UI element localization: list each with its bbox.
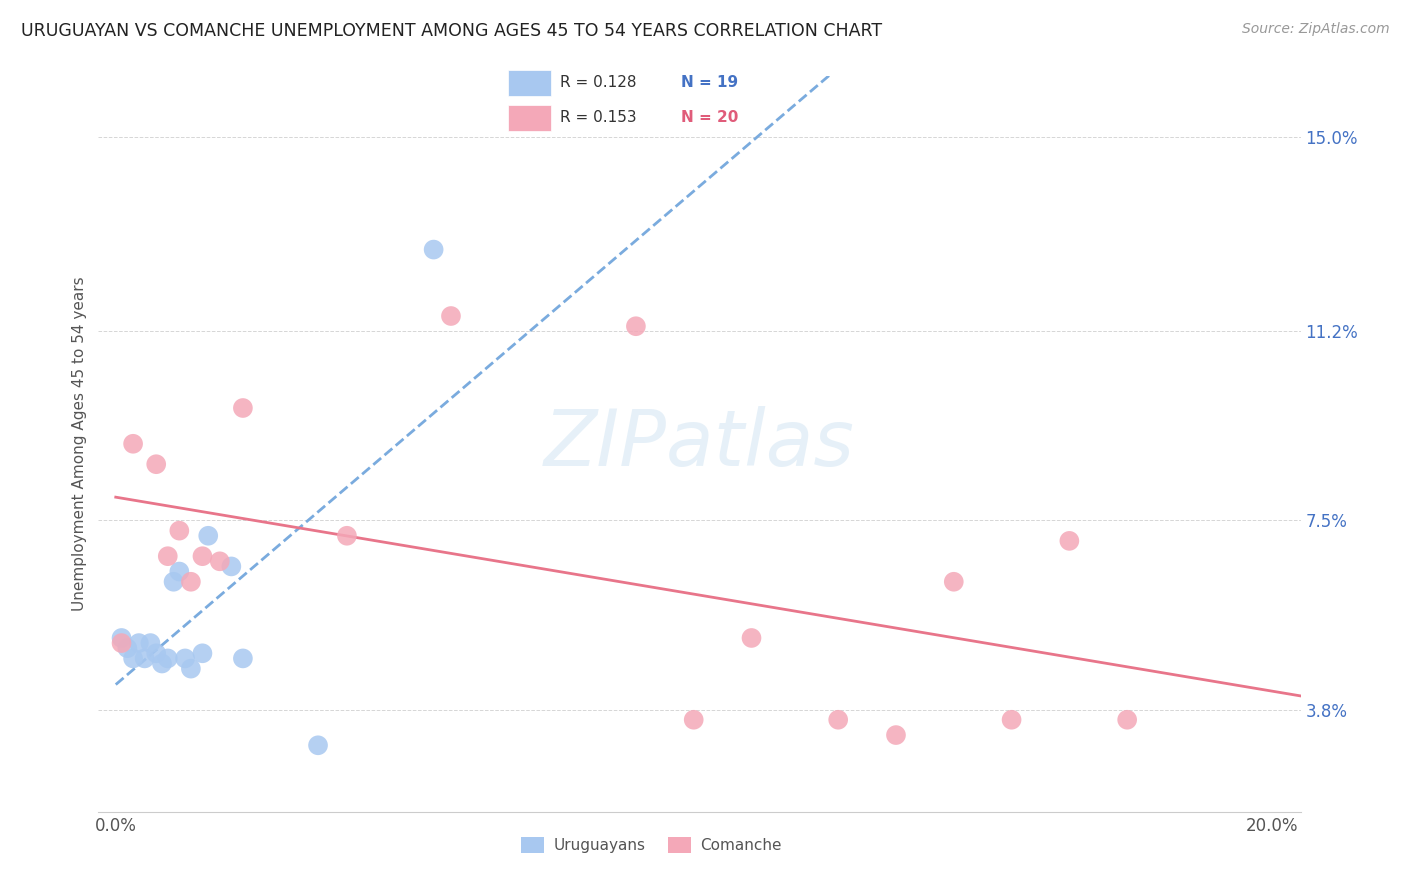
Point <box>162 574 184 589</box>
Point <box>208 554 231 568</box>
Point <box>336 529 359 543</box>
Point <box>156 651 179 665</box>
Point <box>145 457 167 471</box>
Point <box>174 651 197 665</box>
Point <box>422 243 444 257</box>
Point <box>1116 713 1139 727</box>
Point <box>827 713 849 727</box>
Y-axis label: Unemployment Among Ages 45 to 54 years: Unemployment Among Ages 45 to 54 years <box>72 277 87 611</box>
Point <box>1000 713 1022 727</box>
Point <box>232 651 254 665</box>
Bar <box>508 105 551 130</box>
Text: N = 20: N = 20 <box>681 111 738 125</box>
Point <box>128 636 150 650</box>
Point <box>232 401 254 415</box>
Point <box>191 646 214 660</box>
Point <box>682 713 704 727</box>
Point <box>122 437 145 451</box>
Point <box>197 529 219 543</box>
Point <box>180 574 202 589</box>
Point <box>150 657 173 671</box>
Point <box>307 739 329 753</box>
Point <box>110 631 132 645</box>
Point <box>145 646 167 660</box>
Point <box>110 636 132 650</box>
Point <box>440 309 463 323</box>
Point <box>134 651 156 665</box>
Point <box>191 549 214 564</box>
Point <box>740 631 762 645</box>
Legend: Uruguayans, Comanche: Uruguayans, Comanche <box>515 831 787 859</box>
Point <box>169 565 191 579</box>
Point <box>117 641 139 656</box>
Point <box>942 574 965 589</box>
Point <box>122 651 145 665</box>
Text: R = 0.153: R = 0.153 <box>560 111 636 125</box>
Text: ZIPatlas: ZIPatlas <box>544 406 855 482</box>
Point <box>156 549 179 564</box>
Point <box>169 524 191 538</box>
Point <box>221 559 243 574</box>
Point <box>180 662 202 676</box>
Point <box>624 319 647 334</box>
Point <box>884 728 907 742</box>
Point <box>139 636 162 650</box>
Text: R = 0.128: R = 0.128 <box>560 76 636 90</box>
Point <box>1059 533 1081 548</box>
Text: N = 19: N = 19 <box>681 76 738 90</box>
Text: URUGUAYAN VS COMANCHE UNEMPLOYMENT AMONG AGES 45 TO 54 YEARS CORRELATION CHART: URUGUAYAN VS COMANCHE UNEMPLOYMENT AMONG… <box>21 22 882 40</box>
Bar <box>508 70 551 95</box>
Text: Source: ZipAtlas.com: Source: ZipAtlas.com <box>1241 22 1389 37</box>
